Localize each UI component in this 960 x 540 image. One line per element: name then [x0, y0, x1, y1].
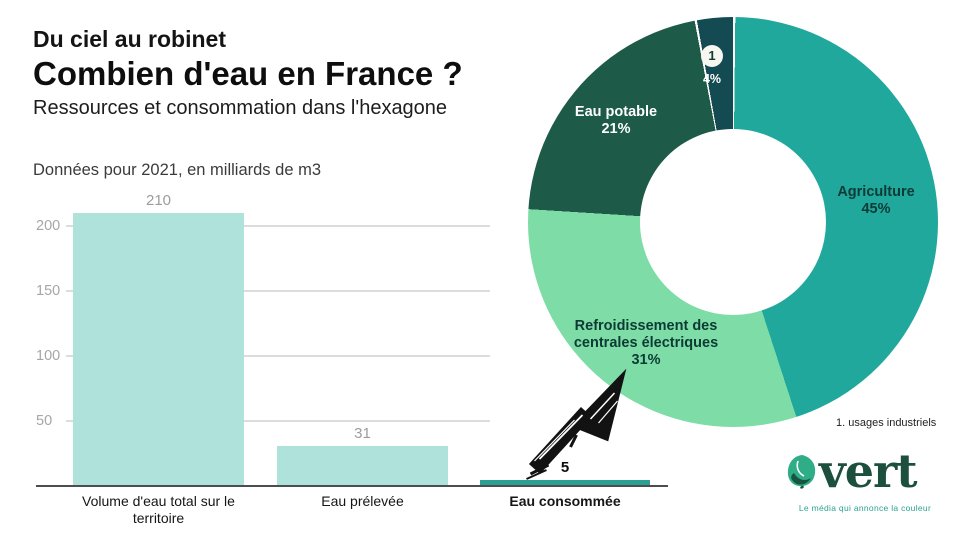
footnote-marker-badge: 1: [701, 45, 723, 67]
subtitle: Ressources et consommation dans l'hexago…: [33, 97, 448, 119]
bar: [277, 445, 448, 486]
gridline: [66, 225, 490, 227]
logo-wordmark: vert: [819, 444, 917, 498]
donut-footnote: 1. usages industriels: [836, 417, 937, 429]
hand-drawn-arrow-icon: [526, 368, 627, 480]
slice-name: Refroidissement des centrales électrique…: [573, 318, 719, 351]
y-tick-label: 200: [36, 218, 61, 234]
slice-pct: 45%: [861, 201, 891, 217]
bar-category-label: Volume d'eau total sur le territoire: [82, 493, 235, 526]
bar-chart-title: Données pour 2021, en milliards de m3: [33, 161, 322, 179]
bar-value-label: 31: [354, 424, 371, 442]
bar-value-label: 5: [560, 458, 570, 476]
slice-label: Refroidissement des centrales électrique…: [551, 318, 741, 369]
slice-pct: 21%: [601, 121, 631, 137]
bar-value-label: 210: [145, 192, 172, 209]
slice-pct: 31%: [631, 352, 661, 368]
slice-label: Agriculture 45%: [796, 184, 956, 218]
bar: [73, 213, 244, 486]
gridline: [66, 420, 490, 422]
slice-name: Agriculture: [837, 184, 915, 200]
page-title: Combien d'eau en France ?: [33, 55, 463, 92]
slice-label: Eau potable 21%: [556, 104, 676, 138]
bar: [480, 479, 650, 486]
donut-hole: [640, 129, 826, 315]
slice-name: Eau potable: [574, 104, 658, 120]
leaf-icon: [787, 455, 816, 489]
gridline: [66, 355, 490, 357]
y-tick-label: 50: [36, 413, 53, 429]
y-tick-label: 150: [36, 283, 61, 299]
bar-category-label: Eau prélevée: [321, 493, 404, 509]
bar-category-label: Eau consommée: [509, 493, 621, 509]
slice-pct-label: 4%: [702, 72, 722, 86]
x-axis-line: [36, 485, 668, 487]
y-tick-label: 100: [36, 348, 61, 364]
kicker: Du ciel au robinet: [33, 26, 226, 52]
gridline: [66, 290, 490, 292]
logo-tagline: Le média qui annonce la couleur: [798, 503, 932, 513]
